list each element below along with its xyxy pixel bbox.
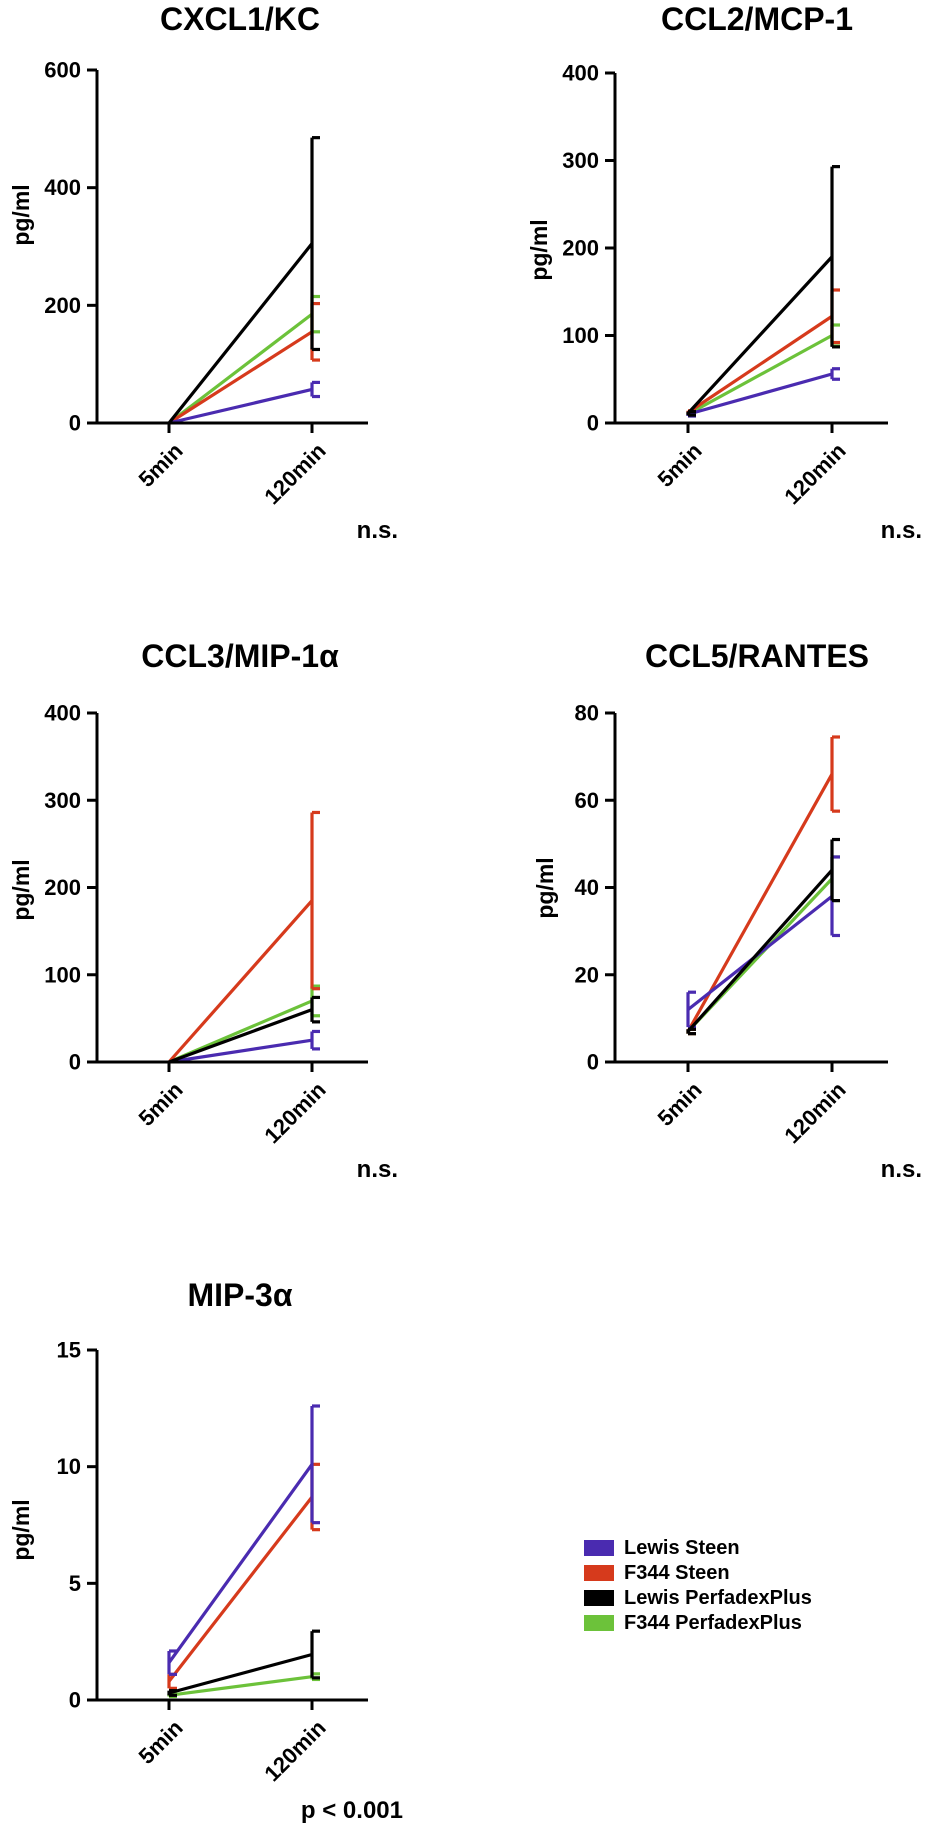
legend-label: F344 Steen [624, 1562, 730, 1584]
series-line [686, 868, 834, 1033]
y-tick-label: 300 [562, 148, 599, 173]
axes-frame [95, 1350, 368, 1702]
y-axis-label: pg/ml [8, 184, 34, 245]
x-tick-label: 120min [779, 438, 850, 509]
y-tick-label: 5 [69, 1571, 81, 1596]
axes-frame [95, 70, 368, 425]
series-marks [167, 810, 320, 1064]
series-line [686, 773, 834, 1033]
legend-label: F344 PerfadexPlus [624, 1612, 802, 1634]
y-tick-label: 10 [57, 1454, 81, 1479]
series-line [167, 899, 314, 1064]
significance-label: n.s. [357, 517, 398, 544]
series-marks [167, 1404, 320, 1699]
series-line [168, 330, 313, 425]
x-tick-label: 5min [653, 438, 707, 492]
significance-label: n.s. [357, 1156, 398, 1183]
legend-swatch [584, 1565, 614, 1581]
x-tick-label: 5min [134, 438, 188, 492]
y-axis-ticks: 0 100 200 300 400 [44, 701, 97, 1075]
y-tick-label: 20 [575, 962, 599, 987]
y-axis-ticks: 0 200 400 600 [44, 58, 97, 436]
legend-label: Lewis PerfadexPlus [624, 1587, 812, 1609]
y-axis-ticks: 0 100 200 300 400 [562, 61, 615, 436]
y-tick-label: 400 [562, 61, 599, 86]
legend-swatch [584, 1615, 614, 1631]
series-line [687, 314, 833, 414]
chart-title: CXCL1/KC [160, 1, 320, 37]
significance-label: n.s. [881, 517, 922, 544]
series-line [168, 1652, 313, 1695]
y-tick-label: 0 [587, 411, 599, 436]
axes-frame [613, 713, 888, 1064]
series-line [168, 1008, 313, 1064]
axes-frame [95, 713, 368, 1064]
series-line [687, 334, 833, 416]
x-tick-label: 5min [653, 1077, 707, 1131]
y-axis-ticks: 0 20 40 60 80 [575, 701, 615, 1075]
y-tick-label: 0 [587, 1050, 599, 1075]
series-marks [167, 136, 320, 425]
y-axis-ticks: 0 5 10 15 [57, 1338, 97, 1713]
y-tick-label: 400 [44, 175, 81, 200]
y-tick-label: 200 [44, 293, 81, 318]
y-tick-label: 400 [44, 701, 81, 726]
chart-title: CCL2/MCP-1 [661, 1, 853, 37]
y-tick-label: 200 [562, 236, 599, 261]
y-tick-label: 40 [575, 875, 599, 900]
y-axis-label: pg/ml [526, 219, 552, 280]
chart-title: CCL5/RANTES [645, 638, 869, 674]
y-tick-label: 0 [69, 1688, 81, 1713]
y-tick-label: 200 [44, 875, 81, 900]
y-tick-label: 80 [575, 701, 599, 726]
x-tick-label: 120min [779, 1077, 850, 1148]
panel-mip3a: MIP-3α pg/ml 0 5 10 15 5min 120min p < 0.00… [8, 1277, 403, 1824]
series-line [168, 387, 313, 425]
y-axis-label: pg/ml [532, 857, 558, 918]
y-tick-label: 15 [57, 1338, 81, 1363]
legend-swatch [584, 1590, 614, 1606]
y-tick-label: 300 [44, 788, 81, 813]
series-line [686, 255, 834, 415]
y-axis-label: pg/ml [8, 1499, 34, 1560]
panel-ccl2-mcp1: CCL2/MCP-1 pg/ml 0 100 200 300 400 5min 120m… [526, 1, 922, 544]
series-line [168, 1038, 313, 1064]
panel-cxcl1-kc: CXCL1/KC pg/ml 0 200 400 600 5min 120min n.… [8, 1, 398, 544]
x-tick-label: 120min [259, 1715, 330, 1786]
legend-label: Lewis Steen [624, 1537, 740, 1559]
legend: Lewis Steen F344 Steen Lewis PerfadexPlus F… [584, 1537, 812, 1634]
y-tick-label: 100 [44, 962, 81, 987]
x-tick-label: 120min [259, 1077, 330, 1148]
series-line [167, 242, 314, 424]
series-marks [686, 735, 840, 1036]
y-tick-label: 60 [575, 788, 599, 813]
y-axis-label: pg/ml [8, 859, 34, 920]
y-tick-label: 0 [69, 1050, 81, 1075]
series-line [687, 372, 833, 416]
series-line [167, 1496, 314, 1683]
significance-label: n.s. [881, 1156, 922, 1183]
legend-swatch [584, 1540, 614, 1556]
chart-title: CCL3/MIP-1α [141, 638, 339, 674]
chart-title: MIP-3α [187, 1277, 292, 1313]
y-tick-label: 100 [562, 323, 599, 348]
x-tick-label: 120min [259, 438, 330, 509]
significance-label: p < 0.001 [301, 1797, 403, 1824]
panel-ccl3-mip1a: CCL3/MIP-1α pg/ml 0 100 200 300 400 5min 120… [8, 638, 398, 1183]
series-line [167, 1463, 314, 1664]
y-tick-label: 0 [69, 411, 81, 436]
series-line [168, 1675, 313, 1697]
axes-frame [613, 73, 888, 425]
x-tick-label: 5min [134, 1715, 188, 1769]
x-tick-label: 5min [134, 1077, 188, 1131]
series-marks [686, 165, 840, 418]
series-line [168, 312, 313, 425]
y-tick-label: 600 [44, 58, 81, 83]
